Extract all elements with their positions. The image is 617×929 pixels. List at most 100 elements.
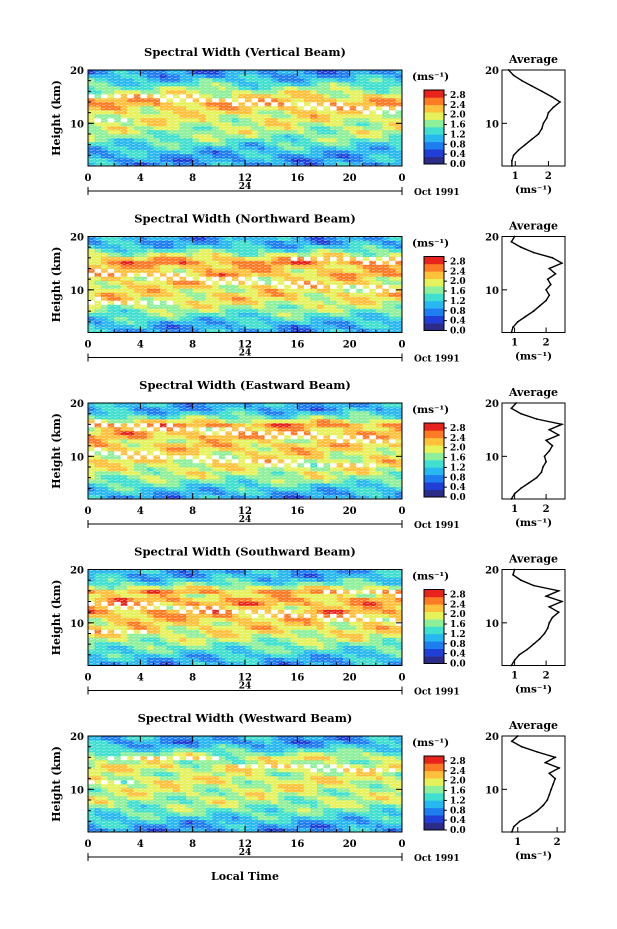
profile-point — [542, 466, 544, 468]
colorbar-swatch — [424, 315, 444, 324]
x-tick-label: 0 — [85, 340, 92, 351]
x-tick-label: 4 — [137, 173, 144, 184]
colorbar-tick-label: 2.4 — [450, 267, 466, 277]
colorbar-tick-label: 0.8 — [450, 473, 466, 483]
colorbar-tick-label: 1.2 — [450, 463, 466, 473]
colorbar-tick-label: 1.2 — [450, 297, 466, 307]
profile-point — [546, 278, 549, 281]
profile-point — [512, 326, 514, 329]
y-axis-label: Height (km) — [50, 413, 63, 489]
profile-point — [552, 106, 555, 109]
profile-point — [548, 428, 551, 431]
profile-x-tick-label: 2 — [543, 338, 550, 349]
panel-1: Spectral Width (Northward Beam)1020Heigh… — [50, 212, 566, 365]
date-day-label: 24 — [239, 349, 252, 359]
x-tick-label: 8 — [189, 340, 196, 351]
panel-3: Spectral Width (Southward Beam)1020Heigh… — [50, 545, 566, 698]
x-tick-label: 0 — [399, 173, 406, 184]
profile-point — [545, 460, 547, 463]
colorbar-tick-label: 0.0 — [450, 327, 466, 337]
profile-point — [530, 138, 533, 141]
colorbar-swatch — [424, 119, 444, 128]
profile-x-tick-label: 2 — [545, 171, 552, 182]
profile-point — [538, 304, 541, 307]
profile-point — [540, 90, 543, 93]
colorbar-tick-label: 0.4 — [450, 483, 466, 493]
colorbar-swatch — [424, 134, 444, 143]
x-tick-label: 16 — [290, 340, 304, 351]
profile-point — [545, 439, 547, 442]
colorbar-tick-label: 0.4 — [450, 150, 466, 160]
colorbar-swatch — [424, 112, 444, 120]
profile-point — [561, 423, 563, 426]
profile-point — [551, 256, 554, 259]
profile-point — [517, 149, 520, 151]
profile-y-tick-label: 20 — [485, 233, 499, 244]
profile-point — [520, 412, 522, 415]
y-tick-label: 20 — [70, 399, 84, 410]
panel-title: Spectral Width (Vertical Beam) — [144, 45, 346, 59]
colorbar-swatch — [424, 293, 444, 302]
colorbar-tick-label: 1.6 — [450, 287, 466, 297]
profile-x-tick-label: 1 — [512, 171, 519, 182]
colorbar-swatch — [424, 256, 444, 265]
colorbar-swatch — [424, 141, 444, 150]
colorbar-tick-label: 2.4 — [450, 434, 466, 444]
profile-y-tick-label: 10 — [485, 286, 499, 297]
profile-point — [545, 299, 547, 302]
x-tick-label: 16 — [290, 173, 304, 184]
y-axis-label: Height (km) — [50, 80, 63, 156]
colorbar-swatch — [424, 263, 444, 272]
colorbar-swatch — [424, 286, 444, 294]
profile-point — [520, 246, 522, 249]
x-tick-label: 20 — [343, 506, 357, 517]
profile-point — [510, 331, 513, 334]
colorbar-tick-label: 2.8 — [450, 91, 466, 101]
profile-point — [545, 117, 548, 119]
x-tick-label: 0 — [399, 506, 406, 517]
date-month-label: Oct 1991 — [414, 355, 460, 365]
profile-x-label: (ms⁻¹) — [515, 351, 552, 363]
profile-x-tick-label: 1 — [511, 504, 518, 515]
profile-point — [510, 407, 513, 410]
x-tick-label: 20 — [343, 340, 357, 351]
colorbar-swatch — [424, 271, 444, 279]
profile-point — [513, 492, 516, 495]
profile-point — [507, 69, 510, 71]
x-tick-label: 4 — [137, 506, 144, 517]
profile-x-label: (ms⁻¹) — [515, 517, 552, 529]
profile-point — [549, 283, 552, 286]
colorbar-unit: (ms⁻¹) — [412, 404, 449, 416]
profile-point — [524, 315, 527, 318]
profile-point — [554, 272, 557, 275]
colorbar-tick-label: 0.0 — [450, 493, 466, 503]
colorbar-tick-label: 0.0 — [450, 160, 466, 170]
colorbar-swatch — [424, 278, 444, 287]
panel-title: Spectral Width (Southward Beam) — [134, 545, 356, 559]
profile-point — [540, 127, 543, 130]
date-month-label: Oct 1991 — [414, 188, 460, 198]
x-tick-label: 8 — [189, 173, 196, 184]
x-tick-label: 12 — [238, 506, 252, 517]
profile-point — [557, 434, 560, 436]
colorbar-swatch — [424, 467, 444, 476]
colorbar-tick-label: 1.2 — [450, 130, 466, 140]
colorbar-swatch — [424, 452, 444, 461]
x-tick-label: 8 — [189, 506, 196, 517]
profile-title: Average — [508, 53, 558, 66]
colorbar-swatch — [424, 90, 444, 98]
profile-point — [515, 402, 518, 404]
x-tick-label: 16 — [290, 506, 304, 517]
profile-y-tick-label: 10 — [485, 452, 499, 463]
profile-point — [532, 310, 535, 313]
profile-point — [551, 444, 554, 447]
colorbar-tick-label: 2.0 — [450, 111, 466, 121]
colorbar-tick-label: 2.0 — [450, 277, 466, 287]
profile-frame — [501, 236, 566, 333]
colorbar-swatch — [424, 430, 444, 439]
profile-point — [510, 498, 513, 500]
profile-point — [548, 294, 551, 297]
date-day-label: 24 — [239, 515, 252, 525]
y-tick-label: 20 — [70, 233, 84, 244]
profile-title: Average — [508, 220, 558, 233]
